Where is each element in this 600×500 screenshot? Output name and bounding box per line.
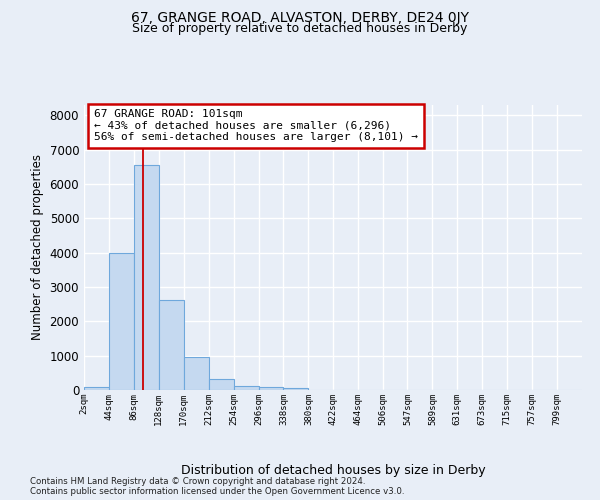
Bar [184,357,209,390]
Text: Size of property relative to detached houses in Derby: Size of property relative to detached ho… [133,22,467,35]
Text: 67, GRANGE ROAD, ALVASTON, DERBY, DE24 0JY: 67, GRANGE ROAD, ALVASTON, DERBY, DE24 0… [131,11,469,25]
Bar [159,300,184,390]
Bar [233,386,259,390]
X-axis label: Distribution of detached houses by size in Derby: Distribution of detached houses by size … [181,464,485,477]
Bar [209,380,233,390]
Bar [109,254,134,390]
Bar [283,388,308,390]
Y-axis label: Number of detached properties: Number of detached properties [31,154,44,340]
Bar [134,164,159,390]
Text: Contains public sector information licensed under the Open Government Licence v3: Contains public sector information licen… [30,488,404,496]
Text: Contains HM Land Registry data © Crown copyright and database right 2024.: Contains HM Land Registry data © Crown c… [30,478,365,486]
Bar [259,387,283,390]
Bar [84,388,109,390]
Text: 67 GRANGE ROAD: 101sqm
← 43% of detached houses are smaller (6,296)
56% of semi-: 67 GRANGE ROAD: 101sqm ← 43% of detached… [94,110,418,142]
